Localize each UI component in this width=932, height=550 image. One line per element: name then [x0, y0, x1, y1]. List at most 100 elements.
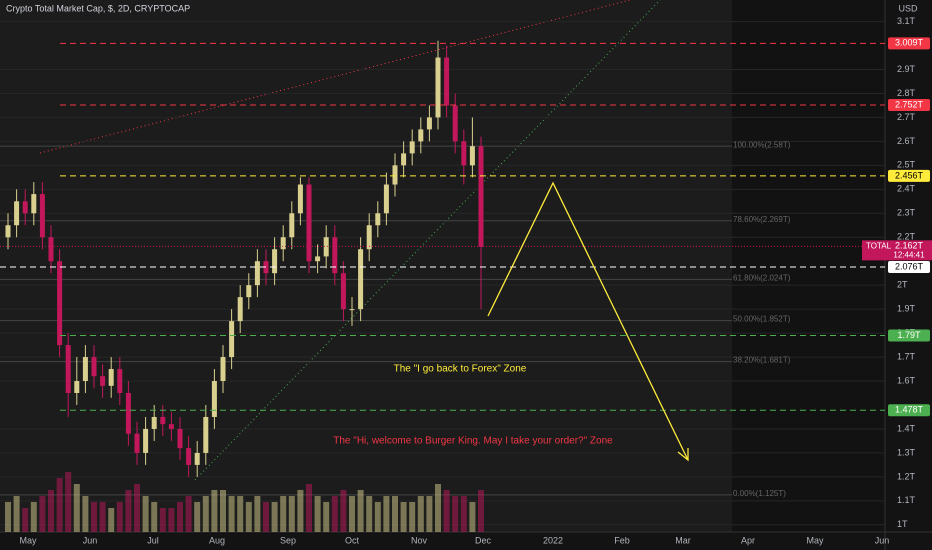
- candle-body: [358, 249, 364, 310]
- x-tick-label: Apr: [741, 535, 755, 545]
- volume-bar: [452, 496, 459, 532]
- y-tick-label: 2.9T: [897, 64, 916, 74]
- candle-body: [39, 194, 45, 238]
- volume-bar: [194, 502, 201, 532]
- volume-bar: [168, 508, 175, 532]
- volume-bar: [306, 484, 312, 532]
- volume-bar: [392, 496, 398, 532]
- fib-label: 78.60%(2.269T): [733, 215, 791, 224]
- y-tick-label: 1.4T: [897, 423, 916, 433]
- price-tag: [888, 260, 930, 273]
- candle-body: [220, 357, 226, 382]
- y-tick-label: 1T: [897, 519, 908, 529]
- x-tick-label: Oct: [345, 535, 360, 545]
- candle-body: [14, 201, 20, 226]
- x-tick-label: Mar: [675, 535, 691, 545]
- x-tick-label: 2022: [543, 535, 563, 545]
- candle-body: [392, 165, 398, 185]
- y-tick-label: 2.2T: [897, 232, 916, 242]
- candle-body: [211, 381, 217, 417]
- volume-bar: [65, 472, 72, 532]
- y-tick-label: 2.6T: [897, 136, 916, 146]
- candle-body: [186, 448, 192, 465]
- volume-bar: [460, 496, 467, 532]
- candle-body: [22, 201, 28, 214]
- volume-bar: [478, 490, 484, 532]
- candle-body: [203, 416, 209, 453]
- x-tick-label: Nov: [411, 535, 428, 545]
- volume-bar: [134, 484, 140, 532]
- volume-bar: [340, 490, 347, 532]
- y-tick-label: 2.5T: [897, 160, 916, 170]
- x-tick-label: Sep: [280, 535, 296, 545]
- volume-bar: [151, 502, 158, 532]
- candle-body: [194, 452, 200, 465]
- y-tick-label: 1.9T: [897, 304, 916, 314]
- candle-body: [272, 249, 278, 274]
- candle-body: [151, 416, 157, 429]
- volume-bar: [159, 508, 166, 532]
- volume-bar: [185, 496, 192, 532]
- candle-body: [340, 273, 346, 310]
- candle-body: [444, 57, 450, 106]
- volume-bar: [116, 502, 123, 532]
- volume-bar: [417, 496, 424, 532]
- volume-bar: [99, 502, 106, 532]
- fib-label: 50.00%(1.852T): [733, 315, 791, 324]
- price-axis-bg: [885, 0, 932, 550]
- candle-body: [160, 416, 166, 425]
- future-bg: [732, 0, 885, 532]
- y-tick-label: 2T: [897, 280, 908, 290]
- volume-bar: [125, 490, 132, 532]
- y-tick-label: 1.6T: [897, 375, 916, 385]
- price-tag-label: 2.456T: [895, 170, 924, 180]
- x-tick-label: May: [806, 535, 824, 545]
- candle-body: [125, 393, 131, 434]
- current-price-label: 2.162T: [895, 241, 924, 251]
- candle-body: [349, 309, 355, 311]
- candle-body: [143, 428, 149, 453]
- price-tag-label: 1.478T: [895, 405, 924, 415]
- volume-bar: [39, 496, 46, 532]
- countdown: 12:44:41: [893, 250, 925, 259]
- candle-body: [469, 146, 475, 166]
- candle-body: [82, 357, 88, 382]
- annotation: The "I go back to Forex" Zone: [394, 364, 527, 375]
- volume-bar: [91, 502, 97, 532]
- volume-bar: [22, 508, 29, 532]
- volume-bar: [435, 484, 441, 532]
- price-tag-label: 1.79T: [897, 330, 921, 340]
- candle-body: [366, 225, 372, 250]
- candle-body: [91, 357, 97, 377]
- candle-body: [108, 369, 114, 386]
- plot-bg: [0, 0, 732, 532]
- y-tick-label: 3.1T: [897, 16, 916, 26]
- candle-body: [401, 153, 407, 166]
- volume-bar: [177, 502, 183, 532]
- volume-bar: [469, 502, 476, 532]
- price-tag: [888, 404, 930, 417]
- volume-bar: [331, 496, 338, 532]
- price-tag-label: 3.009T: [895, 38, 924, 48]
- candle-body: [435, 57, 441, 118]
- volume-bar: [297, 490, 304, 532]
- volume-bar: [263, 502, 269, 532]
- volume-bar: [357, 490, 364, 532]
- volume-bar: [271, 502, 278, 532]
- volume-bar: [314, 496, 321, 532]
- volume-bar: [443, 490, 450, 532]
- price-tag: [888, 329, 930, 342]
- candle-body: [426, 117, 432, 130]
- candle-body: [383, 184, 389, 214]
- candle-body: [100, 376, 106, 386]
- y-tick-label: 2.8T: [897, 88, 916, 98]
- candle-body: [168, 424, 174, 429]
- volume-bar: [82, 496, 89, 532]
- volume-bar: [13, 496, 20, 532]
- volume-bar: [409, 502, 416, 532]
- y-tick-label: 2.7T: [897, 112, 916, 122]
- y-tick-label: 1.1T: [897, 495, 916, 505]
- candle-body: [418, 129, 424, 142]
- x-tick-label: Feb: [614, 535, 630, 545]
